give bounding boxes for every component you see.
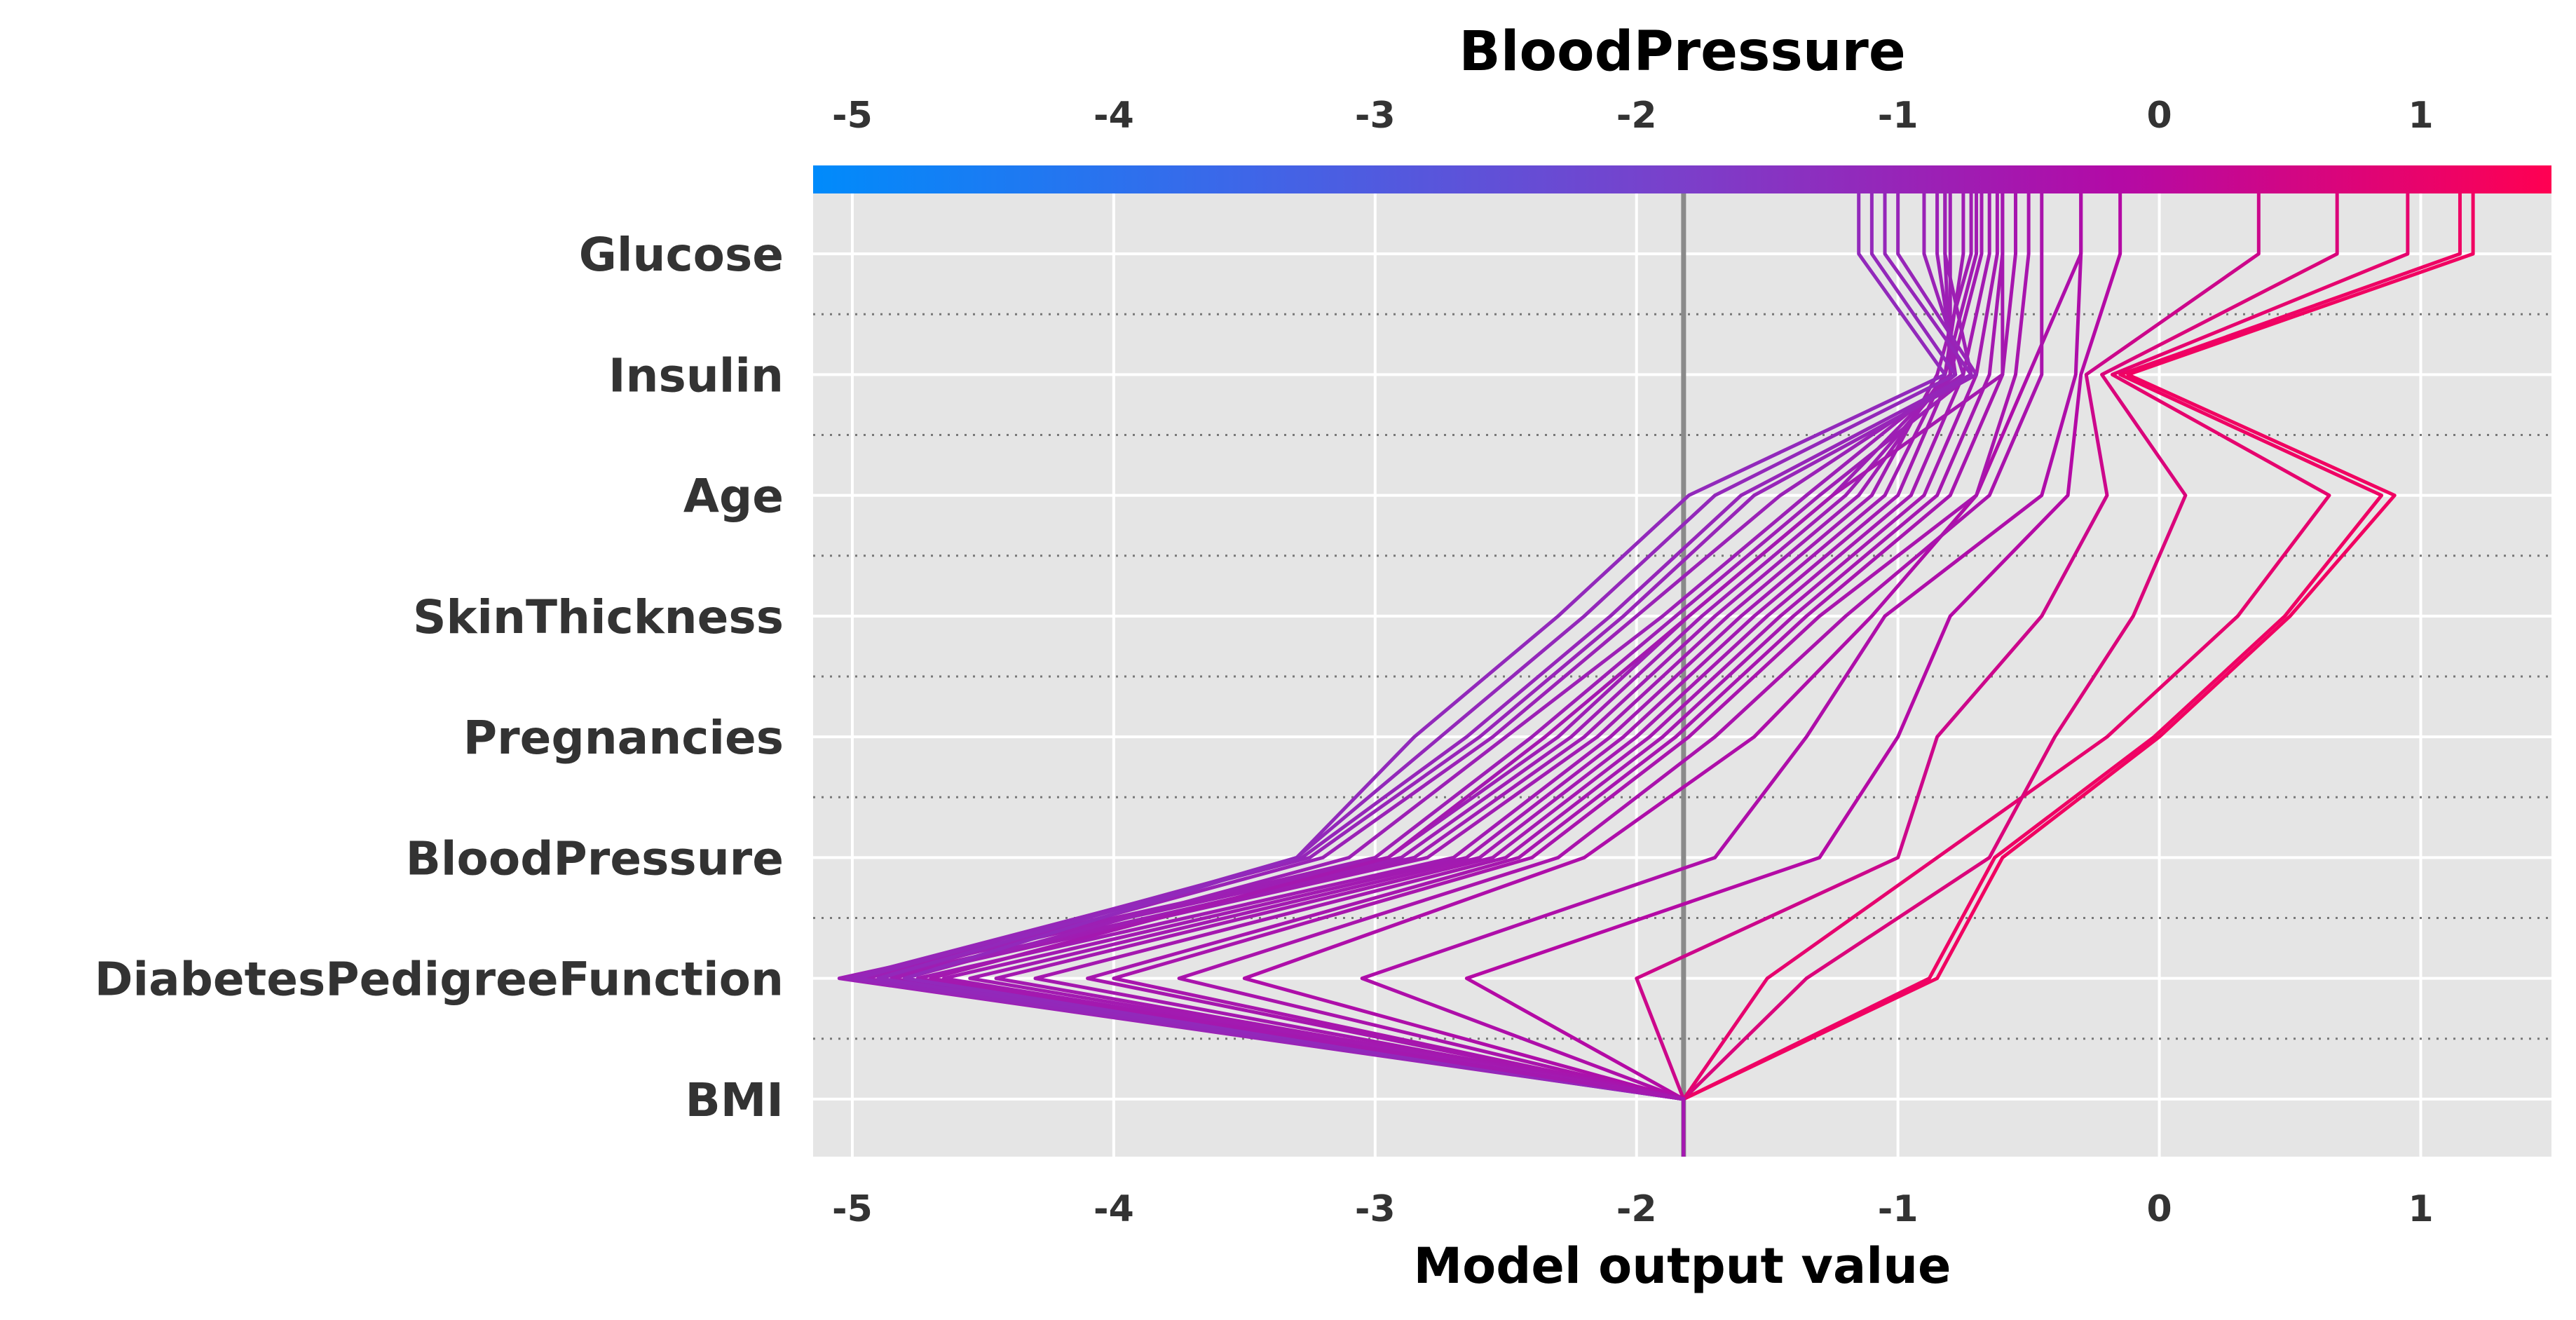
feature-labels: Glucose Insulin Age SkinThickness Pregnancie… — [95, 228, 784, 1127]
top-tick-label: -5 — [832, 95, 873, 137]
feature-label: DiabetesPedigreeFunction — [95, 953, 784, 1007]
feature-label: Age — [683, 470, 784, 524]
vertical-gridlines — [850, 165, 2422, 1157]
feature-label: SkinThickness — [413, 590, 784, 644]
decision-line — [994, 184, 1999, 1157]
top-tick-label: 1 — [2408, 95, 2433, 137]
bottom-tick-label: -1 — [1878, 1188, 1919, 1230]
top-tick-label: -1 — [1878, 95, 1919, 137]
bottom-tick-label: -2 — [1616, 1188, 1657, 1230]
color-axis-label: BloodPressure — [1459, 20, 1905, 83]
decision-line — [876, 184, 1958, 1157]
decision-line — [968, 184, 1991, 1157]
decision-line — [1635, 184, 2261, 1157]
decision-line — [1360, 184, 2083, 1157]
decision-line — [1682, 184, 2339, 1157]
feature-label: BloodPressure — [406, 831, 784, 885]
feature-label: BMI — [685, 1073, 784, 1127]
decision-line — [1177, 184, 2044, 1157]
feature-label: Pregnancies — [463, 711, 784, 765]
decision-line — [1242, 184, 2083, 1157]
decision-line — [903, 184, 1947, 1157]
decision-line — [1033, 184, 2005, 1157]
bottom-tick-label: -5 — [832, 1188, 873, 1230]
colorbar — [813, 165, 2551, 193]
bottom-tick-label: -3 — [1355, 1188, 1396, 1230]
decision-line — [1464, 184, 2122, 1157]
decision-line — [1112, 184, 2031, 1157]
bottom-tick-label: 1 — [2408, 1188, 2433, 1230]
decision-line — [1086, 184, 2017, 1157]
decision-line — [1682, 184, 2462, 1157]
feature-label: Glucose — [579, 228, 784, 282]
decision-line — [929, 184, 2005, 1157]
top-tick-label: 0 — [2147, 95, 2172, 137]
top-tick-labels: -5 -4 -3 -2 -1 0 1 — [832, 95, 2434, 137]
top-tick-label: -3 — [1355, 95, 1396, 137]
bottom-tick-labels: -5 -4 -3 -2 -1 0 1 — [832, 1188, 2434, 1230]
x-axis-label: Model output value — [1413, 1237, 1951, 1295]
bottom-tick-label: -4 — [1093, 1188, 1134, 1230]
bottom-tick-label: 0 — [2147, 1188, 2172, 1230]
top-tick-label: -2 — [1616, 95, 1657, 137]
decision-line — [1682, 184, 2410, 1157]
decision-lines — [837, 184, 2475, 1157]
top-tick-label: -4 — [1093, 95, 1134, 137]
feature-label: Insulin — [608, 348, 784, 402]
